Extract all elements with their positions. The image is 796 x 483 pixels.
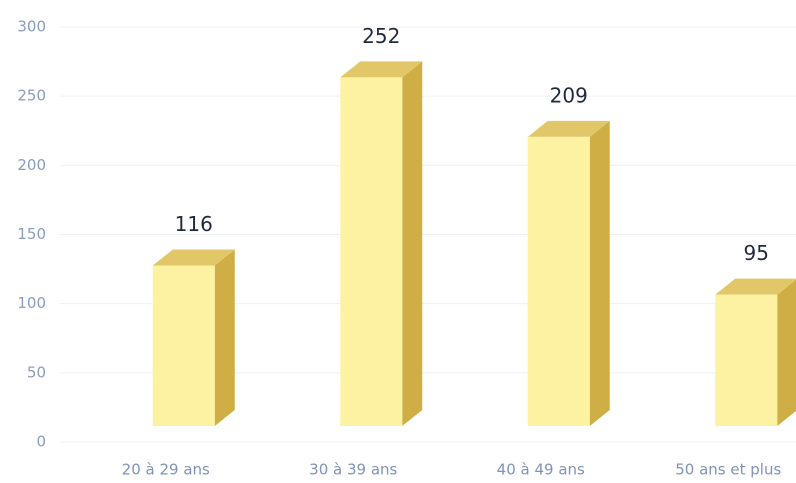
bar-front <box>527 136 590 426</box>
value-label: 252 <box>362 24 400 48</box>
bar-side <box>214 249 235 426</box>
bar-top <box>527 120 610 137</box>
y-tick-label: 150 <box>17 225 46 243</box>
bar-front <box>340 77 403 427</box>
bar-side <box>402 61 423 427</box>
bar-top <box>152 249 235 266</box>
x-tick-label: 50 ans et plus <box>675 461 781 479</box>
bar-front <box>715 294 778 426</box>
bar-side <box>777 279 796 426</box>
y-tick-label: 50 <box>27 363 46 381</box>
value-label: 209 <box>550 83 588 107</box>
bar-top <box>340 61 423 78</box>
x-tick-label: 30 à 39 ans <box>309 461 397 479</box>
value-label: 95 <box>744 241 769 265</box>
bar <box>527 120 610 426</box>
bar <box>340 61 423 427</box>
bar-front <box>152 265 215 426</box>
y-tick-label: 250 <box>17 87 46 105</box>
x-tick-label: 20 à 29 ans <box>122 461 210 479</box>
bar-side <box>589 120 610 426</box>
value-label: 116 <box>175 212 213 236</box>
x-tick-label: 40 à 49 ans <box>497 461 585 479</box>
y-tick-label: 200 <box>17 156 46 174</box>
bar <box>715 278 796 426</box>
y-tick-label: 300 <box>17 18 46 36</box>
bar-top <box>715 278 796 295</box>
y-tick-label: 0 <box>36 433 46 451</box>
bar <box>152 249 235 426</box>
y-tick-label: 100 <box>17 294 46 312</box>
